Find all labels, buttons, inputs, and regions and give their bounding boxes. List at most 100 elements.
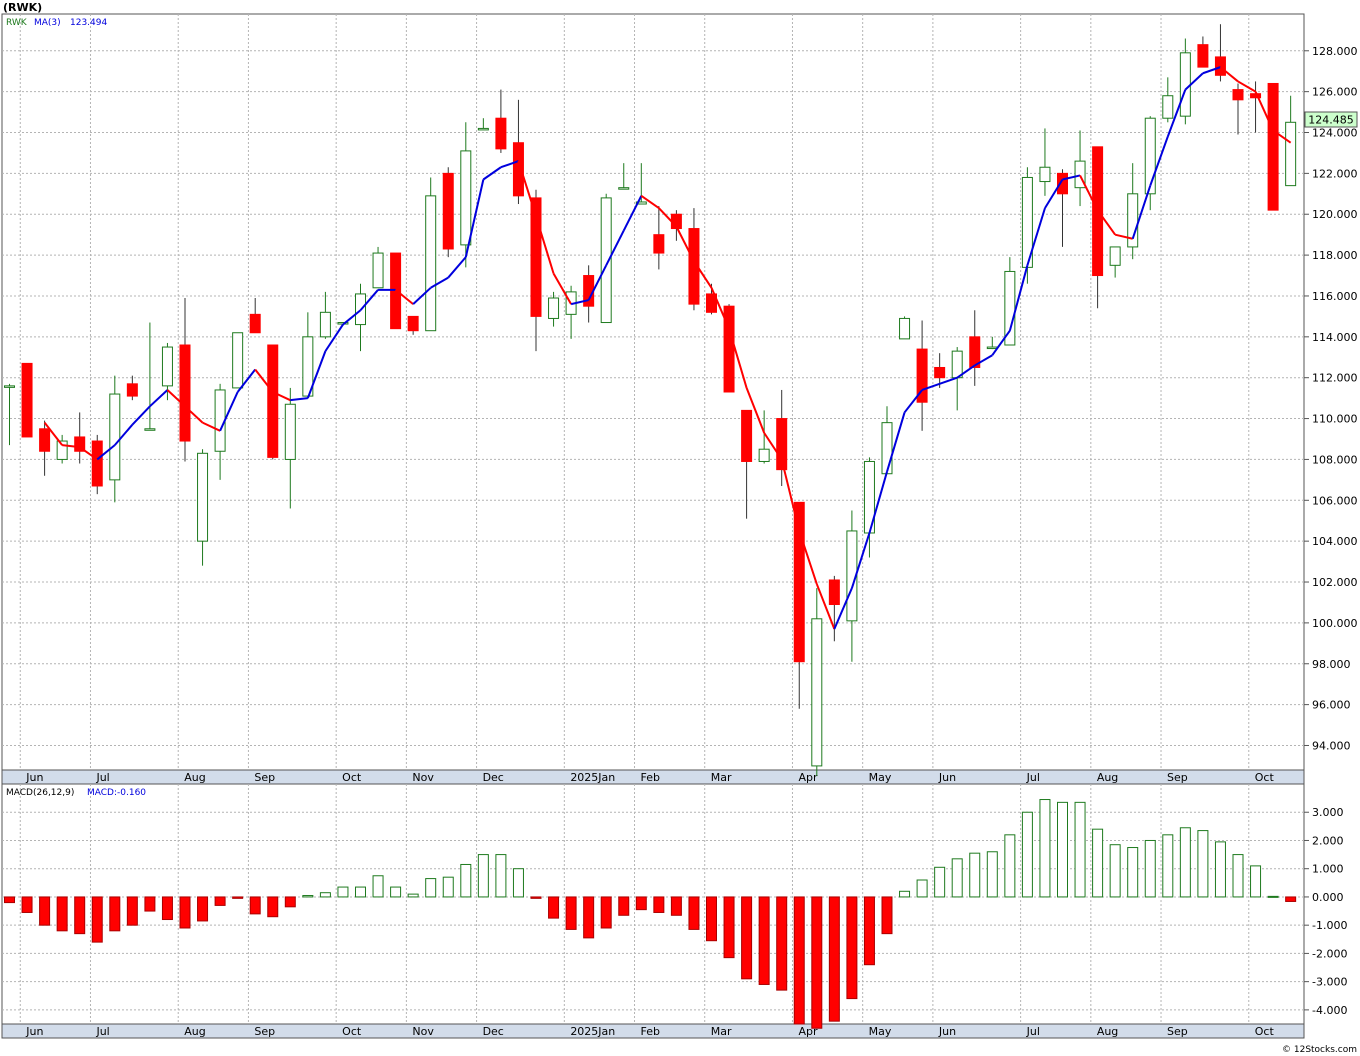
candle-body: [1074, 160, 1086, 189]
ma-segment: [956, 364, 976, 379]
macd-bar: [1214, 841, 1226, 898]
ma-segment: [1254, 91, 1275, 131]
candle-body: [969, 336, 981, 368]
price-tick-label: 94.000: [1312, 739, 1351, 752]
macd-bar: [407, 893, 419, 898]
ma-segment: [1044, 178, 1064, 209]
candle-body: [249, 313, 261, 334]
ma-segment: [1272, 129, 1292, 144]
candle-body: [1214, 56, 1226, 76]
legend-symbol: RWK: [6, 18, 28, 28]
candle-body: [161, 346, 173, 387]
ma-segment: [622, 195, 643, 232]
ma-segment: [149, 389, 169, 408]
macd-bar: [1267, 895, 1279, 898]
candle-body: [197, 452, 209, 542]
macd-bar: [144, 896, 156, 912]
macd-legend-label: MACD(26,12,9): [6, 788, 74, 798]
macd-bar: [372, 875, 384, 898]
ma-segment: [254, 368, 274, 393]
price-tick-label: 126.000: [1312, 86, 1358, 99]
candle-body: [530, 197, 542, 317]
ma-segment: [710, 287, 730, 330]
month-label: Aug: [184, 771, 205, 784]
ma-segment: [570, 299, 589, 306]
macd-bar: [214, 896, 226, 906]
ma-segment: [798, 530, 818, 585]
candle-body: [618, 187, 630, 190]
candle-body: [1109, 246, 1121, 266]
price-x-axis: Jun Jul Aug Sep Oct Nov Dec 2025Jan Feb Mar Apr May…: [25, 771, 1274, 784]
price-tick-label: 114.000: [1312, 331, 1358, 344]
macd-bar: [179, 896, 191, 929]
price-tick-label: 110.000: [1312, 413, 1358, 426]
candle-body: [635, 201, 647, 205]
candle-body: [126, 383, 138, 397]
candle-body: [232, 332, 244, 389]
price-tick-label: 112.000: [1312, 372, 1358, 385]
macd-bar: [267, 896, 279, 918]
ma-segment: [991, 330, 1011, 356]
chart-symbol-title: (RWK): [3, 1, 42, 14]
ma-segment: [43, 422, 63, 446]
month-label: Sep: [1167, 1025, 1188, 1038]
ma-segment: [1062, 174, 1081, 181]
ma-segment: [219, 391, 239, 432]
ma-segment: [1202, 66, 1221, 75]
candle-body: [214, 389, 226, 452]
macd-bar: [1127, 847, 1139, 898]
ma-segment: [1114, 233, 1133, 240]
ma-segment: [324, 324, 344, 352]
macd-bar: [4, 896, 15, 904]
macd-histogram: [4, 799, 1297, 1029]
price-tick-label: 124.000: [1312, 127, 1358, 140]
ma-segment: [114, 424, 134, 446]
candle-body: [372, 252, 384, 289]
ma-segment: [763, 432, 783, 460]
candle-body: [1039, 166, 1051, 183]
candle-body: [1127, 193, 1139, 248]
macd-bar: [1092, 828, 1104, 898]
macd-tick-label: -4.000: [1312, 1004, 1347, 1017]
ma-segment: [974, 354, 993, 367]
candle-body: [828, 579, 840, 605]
candle-body: [512, 142, 524, 197]
candle-body: [688, 228, 700, 305]
macd-bar: [74, 896, 86, 935]
macd-bar: [688, 896, 700, 930]
candle-body: [1057, 172, 1068, 195]
ma-segment: [1026, 207, 1046, 266]
month-label: Jun: [25, 1025, 43, 1038]
candle-body: [495, 117, 507, 150]
legend-ma-value: 123.494: [70, 18, 107, 28]
candle-body: [144, 428, 156, 431]
macd-tick-label: 1.000: [1312, 863, 1344, 876]
macd-bar: [1021, 811, 1033, 898]
month-label: Apr: [798, 771, 818, 784]
copyright-footer: © 12Stocks.com: [1282, 1045, 1357, 1055]
ma-segment: [939, 376, 958, 385]
ma-segment: [675, 226, 695, 262]
ma-segment: [272, 391, 291, 402]
month-label: May: [869, 1025, 892, 1038]
ma-segment: [79, 446, 98, 461]
month-label: Dec: [483, 1025, 504, 1038]
ma-segment: [1008, 265, 1029, 331]
macd-bar: [319, 892, 331, 898]
month-label: Aug: [184, 1025, 205, 1038]
macd-bar: [512, 868, 524, 898]
ma-segment: [587, 264, 608, 301]
candle-body: [477, 127, 489, 131]
candle-body: [4, 385, 15, 388]
macd-bar: [863, 896, 875, 966]
last-price-label: 124.485: [1308, 114, 1354, 127]
candle-body: [723, 305, 735, 393]
ma-segment: [184, 405, 204, 424]
ma-segment: [394, 289, 414, 305]
macd-bar: [337, 886, 349, 898]
macd-bar: [232, 896, 244, 899]
ma-segment: [535, 215, 555, 274]
price-tick-label: 98.000: [1312, 658, 1351, 671]
macd-bar: [197, 896, 209, 922]
